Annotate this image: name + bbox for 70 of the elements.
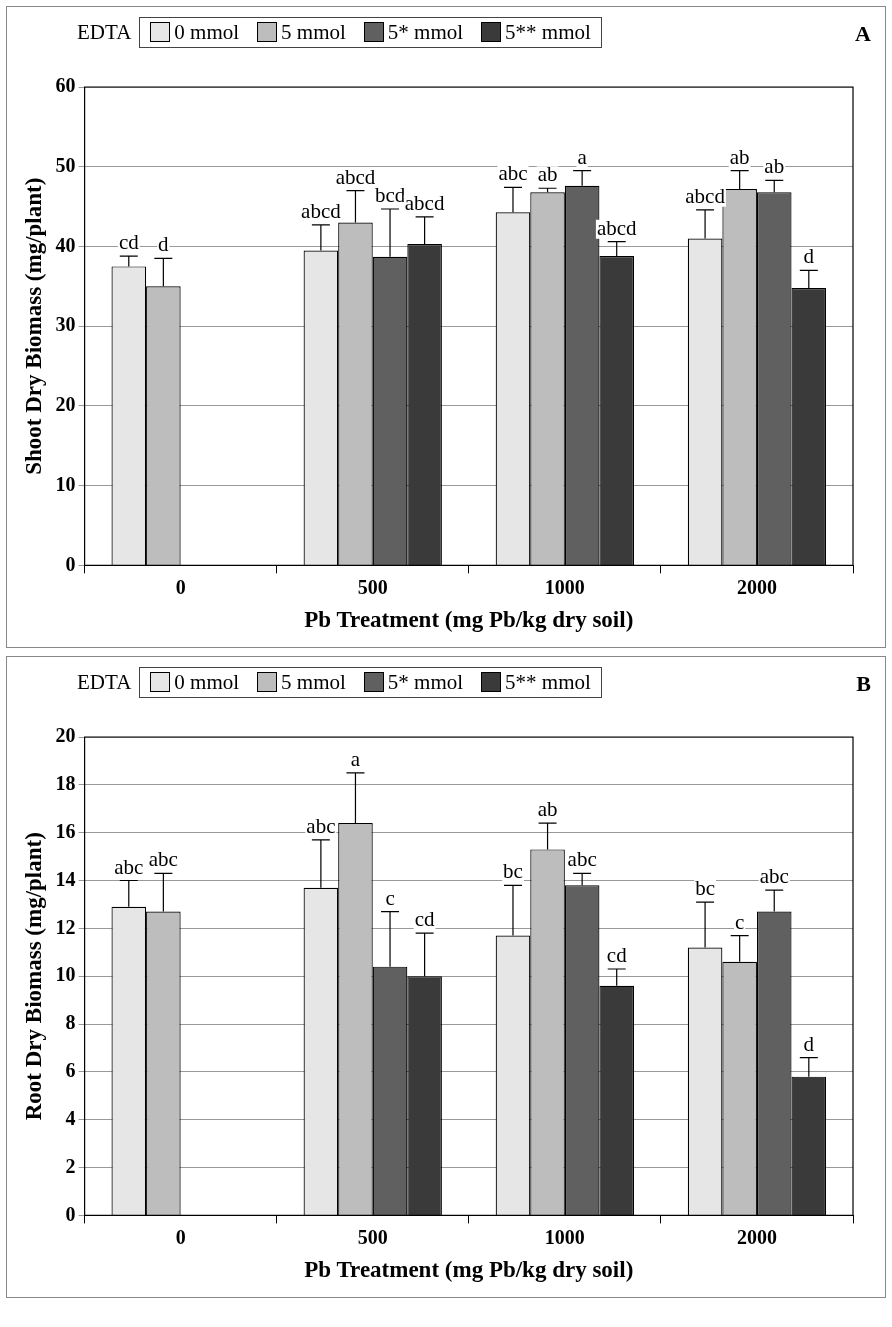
data-label: ab xyxy=(537,162,558,187)
x-axis-title: Pb Treatment (mg Pb/kg dry soil) xyxy=(304,1257,634,1283)
y-tick-label: 10 xyxy=(55,472,76,495)
x-tick-label: 2000 xyxy=(736,575,777,598)
legend-label: 5 mmol xyxy=(281,19,346,45)
y-tick-label: 0 xyxy=(65,552,76,575)
y-tick-label: 18 xyxy=(55,772,76,795)
data-label: cd xyxy=(606,943,628,968)
data-label: ab xyxy=(537,797,558,822)
y-tick-label: 12 xyxy=(55,915,76,938)
data-label: abcd xyxy=(404,190,445,215)
y-tick-label: 60 xyxy=(55,74,76,97)
legend-label: 5* mmol xyxy=(387,669,464,695)
y-axis-title: Shoot Dry Biomass (mg/plant) xyxy=(20,177,46,475)
y-tick-label: 10 xyxy=(55,963,76,986)
data-label: abcd xyxy=(335,164,376,189)
y-tick-label: 6 xyxy=(65,1059,76,1082)
legend-title: EDTA xyxy=(77,19,132,45)
legend-label: 0 mmol xyxy=(174,669,240,695)
x-axis-title: Pb Treatment (mg Pb/kg dry soil) xyxy=(304,607,634,633)
x-tick-label: 1000 xyxy=(544,575,585,598)
legend-label: 5 mmol xyxy=(281,669,346,695)
y-tick-label: 30 xyxy=(55,313,76,336)
data-label: c xyxy=(735,909,745,934)
data-label: abcd xyxy=(596,215,638,240)
data-label: bc xyxy=(503,859,523,884)
legend-title: EDTA xyxy=(77,669,132,695)
legend-label: 5** mmol xyxy=(505,19,591,45)
data-label: c xyxy=(385,885,395,910)
y-tick-label: 40 xyxy=(55,233,76,256)
y-tick-label: 50 xyxy=(55,153,76,176)
data-label: ab xyxy=(764,154,785,179)
data-label: abcd xyxy=(685,183,726,208)
data-label: cd xyxy=(414,907,436,932)
data-label: abc xyxy=(567,847,597,872)
data-label: abc xyxy=(114,854,144,879)
data-label: abc xyxy=(306,813,336,838)
y-tick-label: 0 xyxy=(65,1202,76,1225)
data-label: ab xyxy=(729,144,750,169)
data-label: cd xyxy=(118,230,140,255)
y-tick-label: 4 xyxy=(65,1106,76,1129)
y-tick-label: 14 xyxy=(55,867,76,890)
y-axis-title: Root Dry Biomass (mg/plant) xyxy=(20,832,46,1121)
x-tick-label: 500 xyxy=(357,575,388,598)
data-label: d xyxy=(803,244,815,269)
y-tick-label: 20 xyxy=(55,724,76,747)
data-label: abc xyxy=(759,864,789,889)
y-tick-label: 20 xyxy=(55,393,76,416)
data-label: abc xyxy=(148,847,178,872)
data-label: d xyxy=(158,232,170,257)
text: A xyxy=(855,21,871,47)
data-label: bcd xyxy=(374,183,406,208)
text: B xyxy=(856,671,871,697)
x-tick-label: 500 xyxy=(357,1225,388,1248)
legend-label: 5* mmol xyxy=(387,19,464,45)
data-label: abcd xyxy=(301,198,342,223)
y-tick-label: 16 xyxy=(55,819,76,842)
x-tick-label: 1000 xyxy=(544,1225,585,1248)
data-label: abc xyxy=(498,161,528,186)
y-tick-label: 8 xyxy=(65,1011,76,1034)
data-label: bc xyxy=(695,876,715,901)
data-label: a xyxy=(350,746,361,771)
x-tick-label: 0 xyxy=(175,1225,186,1248)
x-tick-label: 0 xyxy=(175,575,186,598)
x-tick-label: 2000 xyxy=(736,1225,777,1248)
legend-label: 5** mmol xyxy=(505,669,591,695)
legend-label: 0 mmol xyxy=(174,19,240,45)
y-tick-label: 2 xyxy=(65,1154,76,1177)
data-label: d xyxy=(803,1031,815,1056)
data-label: a xyxy=(577,144,588,169)
